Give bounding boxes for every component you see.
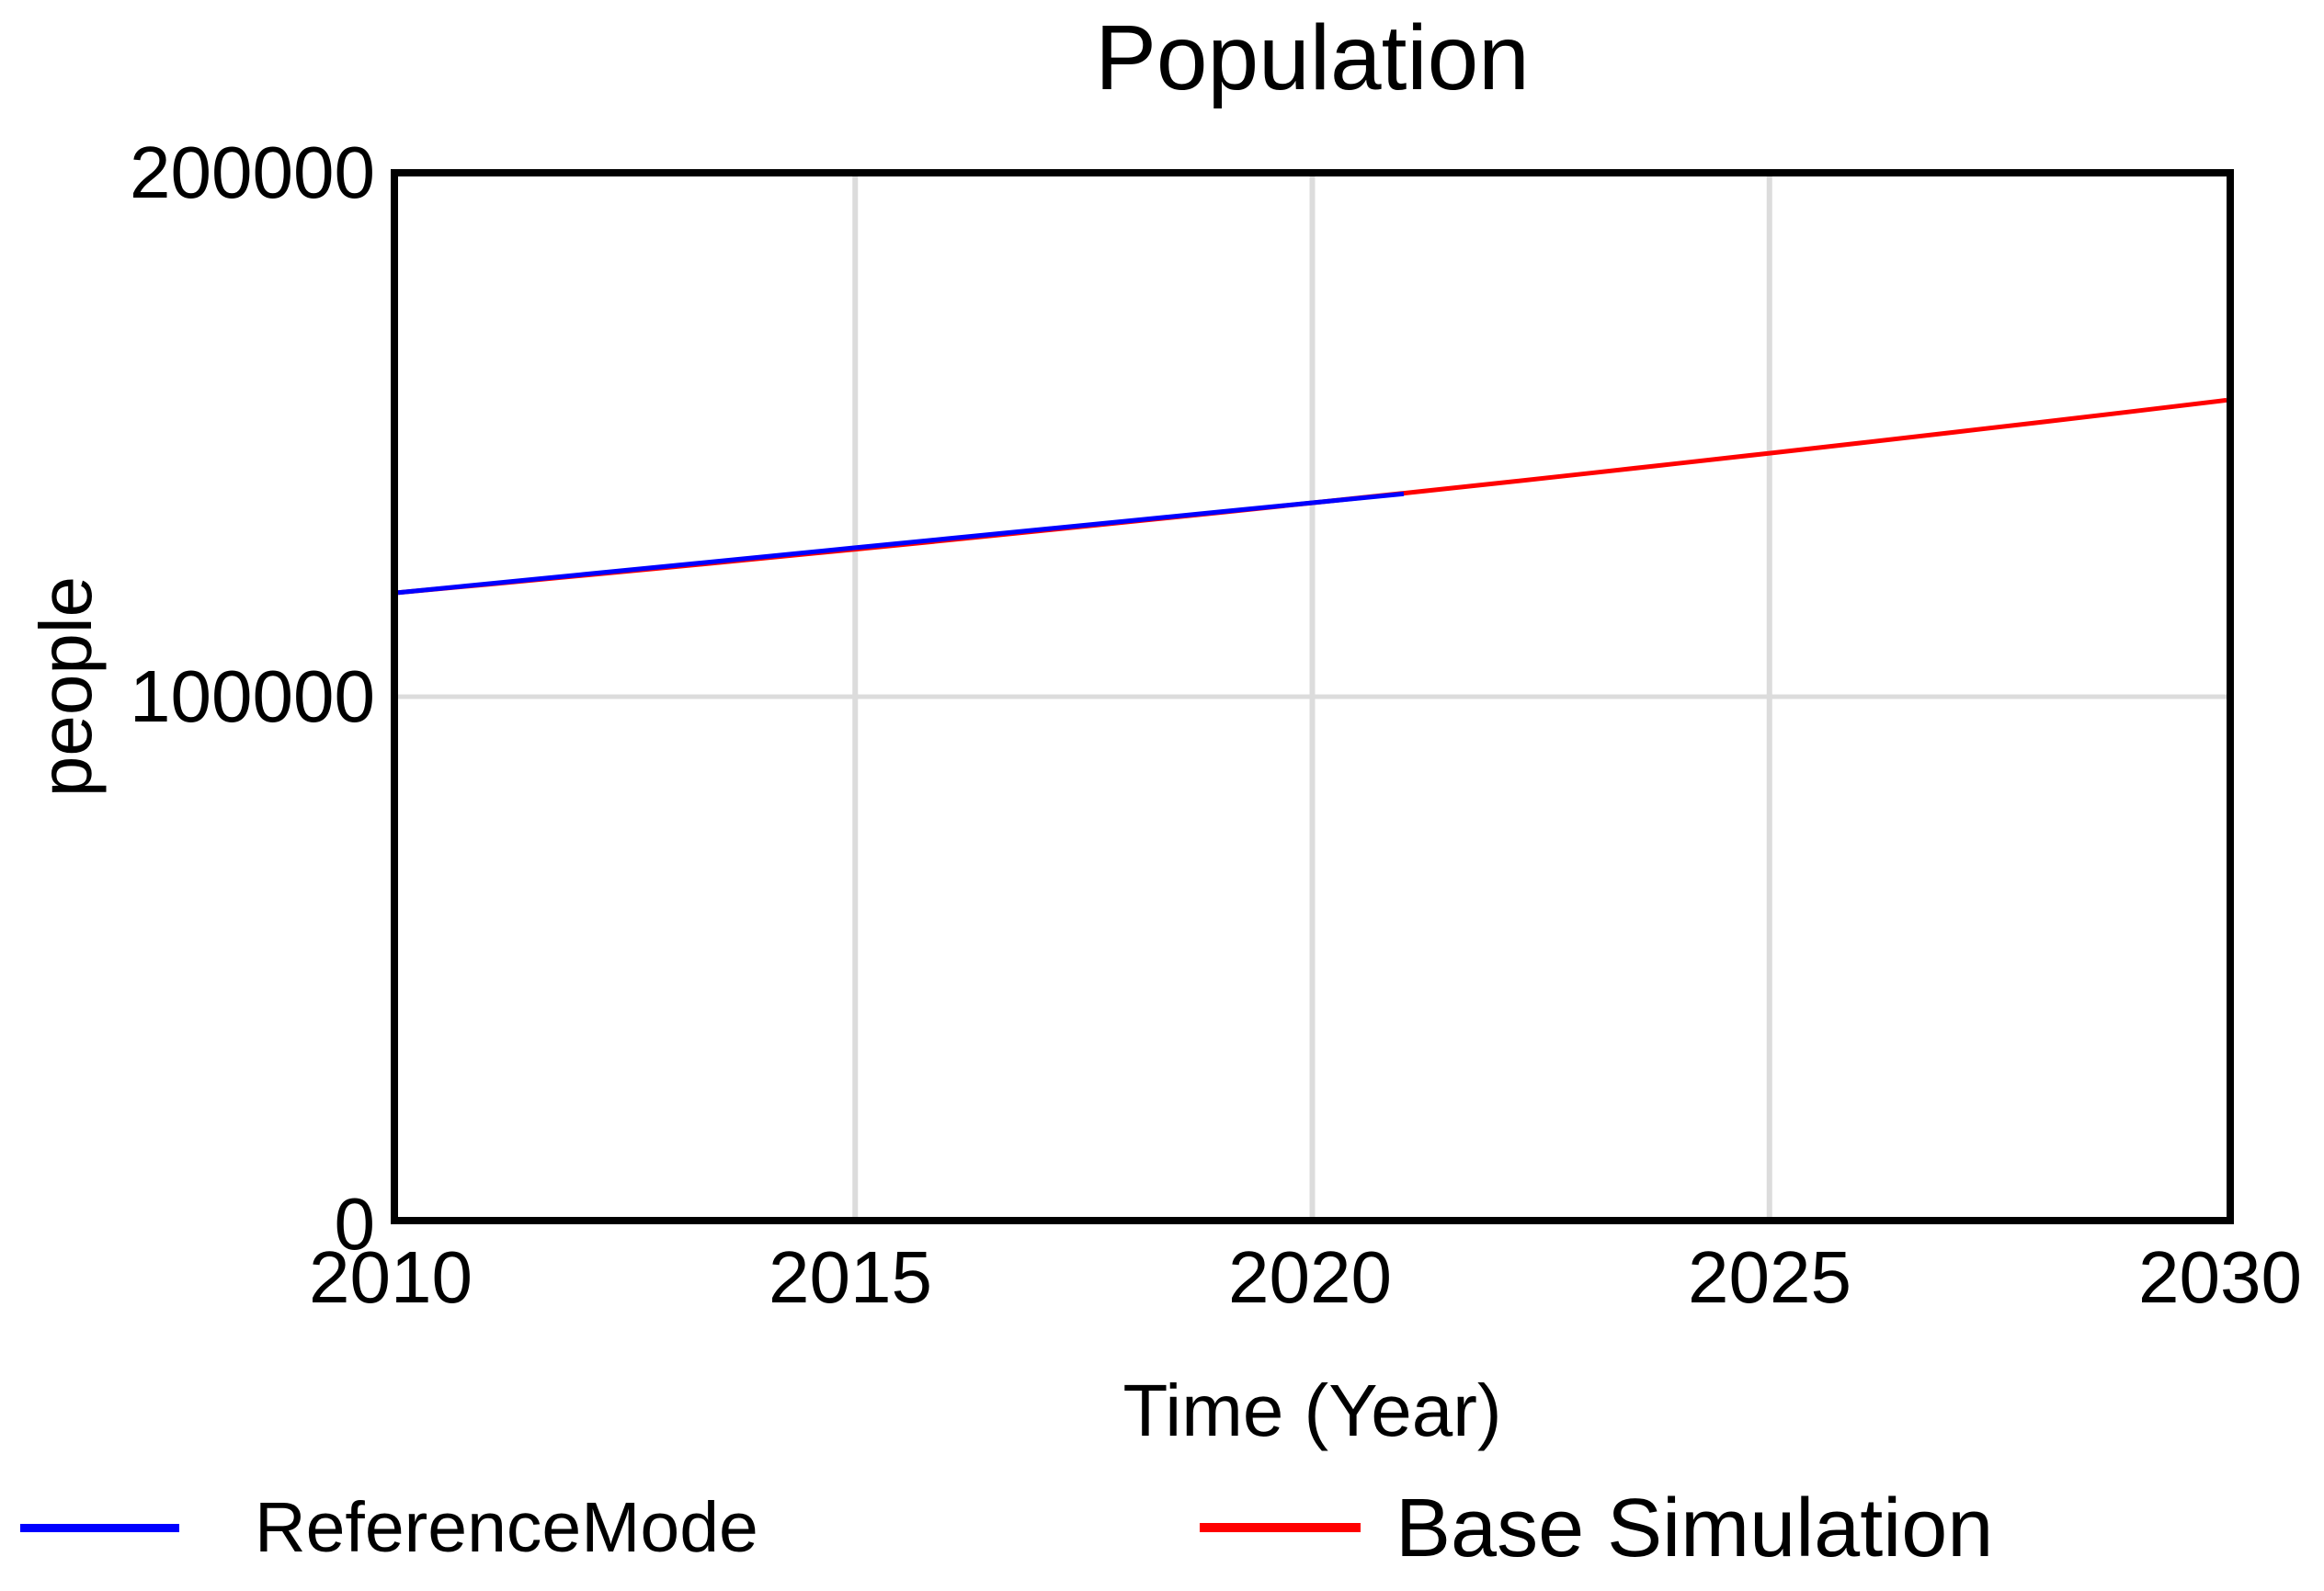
chart-title: Population (1095, 6, 1530, 109)
y-tick-100000: 100000 (130, 655, 375, 737)
plot-area (391, 169, 2234, 1224)
y-tick-200000: 200000 (130, 131, 375, 213)
y-tick-0: 0 (334, 1183, 376, 1265)
series-line-referencemode (398, 491, 1405, 596)
x-tick-2010: 2010 (309, 1236, 473, 1318)
plot-canvas (398, 176, 2227, 1217)
x-tick-2020: 2020 (1228, 1236, 1392, 1318)
legend-label-base-simulation: Base Simulation (1396, 1483, 1994, 1574)
y-axis-label: people (25, 575, 107, 798)
legend-label-referencemode: ReferenceMode (255, 1488, 758, 1567)
x-tick-2030: 2030 (2138, 1236, 2302, 1318)
legend-swatch-referencemode (20, 1524, 179, 1532)
x-axis-label: Time (Year) (1122, 1369, 1502, 1451)
legend-swatch-base-simulation (1200, 1523, 1361, 1532)
x-tick-2025: 2025 (1688, 1236, 1851, 1318)
x-tick-2015: 2015 (769, 1236, 932, 1318)
